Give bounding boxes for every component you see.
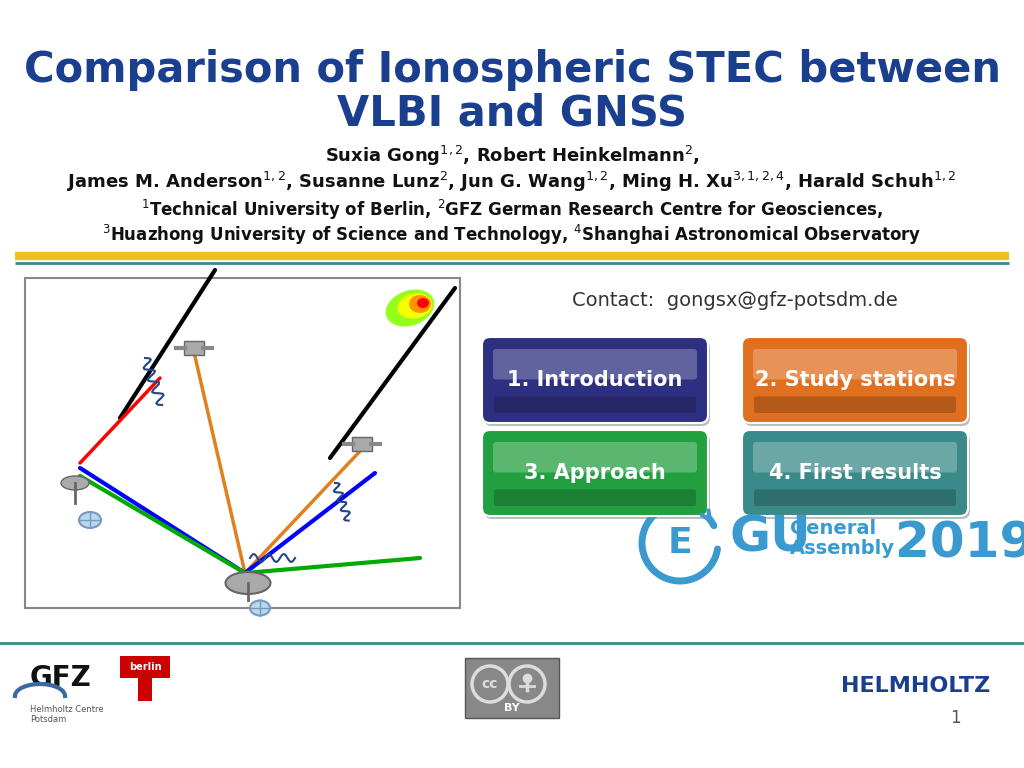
Text: $^1$Technical University of Berlin, $^2$GFZ German Research Centre for Geoscienc: $^1$Technical University of Berlin, $^2$… [141,198,883,222]
Text: James M. Anderson$^{1,2}$, Susanne Lunz$^{2}$, Jun G. Wang$^{1,2}$, Ming H. Xu$^: James M. Anderson$^{1,2}$, Susanne Lunz$… [68,170,956,194]
FancyBboxPatch shape [465,658,559,718]
Text: Helmholtz Centre: Helmholtz Centre [30,706,103,714]
FancyBboxPatch shape [482,337,708,423]
FancyBboxPatch shape [744,433,970,519]
Text: cc: cc [481,677,499,691]
Text: 3. Approach: 3. Approach [524,463,666,483]
FancyBboxPatch shape [484,340,710,426]
FancyBboxPatch shape [753,349,957,379]
Text: GFZ: GFZ [30,664,92,692]
Ellipse shape [417,298,429,308]
FancyBboxPatch shape [493,349,697,379]
Ellipse shape [386,290,434,326]
FancyBboxPatch shape [494,489,696,506]
FancyBboxPatch shape [352,437,372,451]
Text: Potsdam: Potsdam [30,716,67,724]
Text: General: General [790,519,877,538]
FancyBboxPatch shape [25,278,460,608]
FancyBboxPatch shape [120,656,170,678]
Ellipse shape [225,572,270,594]
Ellipse shape [397,293,432,319]
Text: 2019: 2019 [895,519,1024,567]
Text: 2. Study stations: 2. Study stations [755,370,955,390]
Text: Suxia Gong$^{1,2}$, Robert Heinkelmann$^{2}$,: Suxia Gong$^{1,2}$, Robert Heinkelmann$^… [325,144,699,168]
Ellipse shape [250,601,270,615]
FancyBboxPatch shape [742,337,968,423]
Text: $^3$Huazhong University of Science and Technology, $^4$Shanghai Astronomical Obs: $^3$Huazhong University of Science and T… [102,223,922,247]
FancyBboxPatch shape [754,489,956,506]
Text: Comparison of Ionospheric STEC between: Comparison of Ionospheric STEC between [24,49,1000,91]
FancyBboxPatch shape [753,442,957,472]
Ellipse shape [409,295,431,313]
FancyBboxPatch shape [184,341,204,355]
Text: BY: BY [504,703,520,713]
Text: berlin: berlin [129,662,162,672]
Text: Assembly: Assembly [790,538,895,558]
FancyBboxPatch shape [482,430,708,516]
FancyBboxPatch shape [744,340,970,426]
Text: VLBI and GNSS: VLBI and GNSS [337,92,687,134]
Ellipse shape [61,476,89,490]
FancyBboxPatch shape [742,430,968,516]
Text: 4. First results: 4. First results [769,463,941,483]
FancyBboxPatch shape [494,396,696,413]
Text: GU: GU [730,514,812,562]
Text: Contact:  gongsx@gfz-potsdm.de: Contact: gongsx@gfz-potsdm.de [572,290,898,310]
Text: E: E [668,526,692,560]
FancyBboxPatch shape [754,396,956,413]
Text: 1. Introduction: 1. Introduction [507,370,683,390]
FancyBboxPatch shape [138,677,152,701]
FancyBboxPatch shape [484,433,710,519]
Text: 1: 1 [949,709,961,727]
FancyBboxPatch shape [493,442,697,472]
Ellipse shape [79,512,101,528]
Text: HELMHOLTZ: HELMHOLTZ [841,676,990,696]
